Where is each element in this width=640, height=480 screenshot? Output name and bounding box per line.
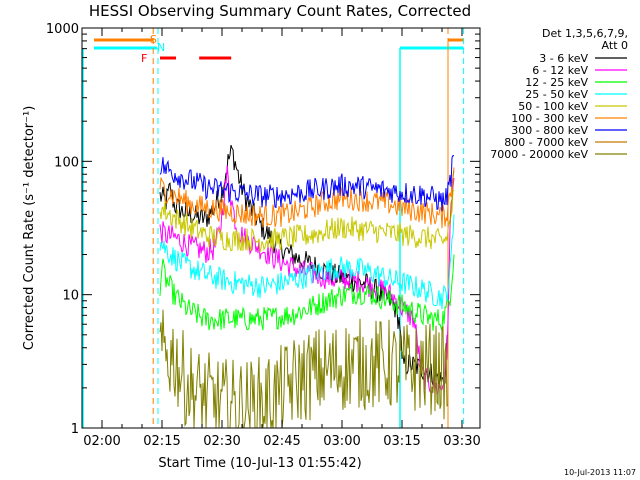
flag-labels: S N F xyxy=(141,33,165,65)
series-line-5 xyxy=(159,188,455,253)
legend-label-4: 25 - 50 keV xyxy=(525,88,588,101)
series-layer xyxy=(159,144,455,429)
legend-label-9: 7000 - 20000 keV xyxy=(490,148,588,161)
legend-label-3: 12 - 25 keV xyxy=(525,76,588,89)
x-tick-label: 03:15 xyxy=(383,434,420,449)
y-axis-label: Corrected Count Rate (s⁻¹ detector⁻¹) xyxy=(22,106,37,351)
series-line-9 xyxy=(159,309,449,429)
x-tick-label: 03:00 xyxy=(323,434,360,449)
y-tick-label: 1000 xyxy=(46,22,79,37)
generation-timestamp: 10-Jul-2013 11:07 xyxy=(564,468,636,477)
x-tick-label: 02:45 xyxy=(263,434,300,449)
x-axis: 02:00 02:15 02:30 02:45 03:00 03:15 03:30 xyxy=(81,28,481,449)
y-tick-label: 10 xyxy=(62,289,79,304)
flare-flag-label: F xyxy=(141,52,147,65)
chart-title: HESSI Observing Summary Count Rates, Cor… xyxy=(89,2,471,20)
legend-label-6: 100 - 300 keV xyxy=(511,112,588,125)
y-tick-label: 100 xyxy=(54,155,79,170)
x-tick-label: 03:30 xyxy=(443,434,480,449)
x-tick-label: 02:30 xyxy=(203,434,240,449)
x-axis-label: Start Time (10-Jul-13 01:55:42) xyxy=(158,456,361,471)
y-axis: 1 10 100 1000 xyxy=(46,22,480,437)
legend-label-5: 50 - 100 keV xyxy=(518,100,588,113)
y-tick-label: 1 xyxy=(71,422,79,437)
series-line-6 xyxy=(159,167,455,229)
legend-header-line1: Det 1,3,5,6,7,9, xyxy=(542,27,628,40)
x-tick-label: 02:00 xyxy=(83,434,120,449)
series-line-4 xyxy=(159,214,455,310)
legend-label-7: 300 - 800 keV xyxy=(511,124,588,137)
night-flag-label: N xyxy=(157,41,165,54)
legend-label-1: 3 - 6 keV xyxy=(539,52,588,65)
series-line-3 xyxy=(159,254,455,331)
plot-frame xyxy=(81,27,481,429)
saa-flag-label: S xyxy=(150,33,157,46)
x-tick-label: 02:15 xyxy=(143,434,180,449)
series-line-7 xyxy=(159,155,455,212)
legend-label-2: 6 - 12 keV xyxy=(532,64,588,77)
series-line-8 xyxy=(449,170,455,225)
legend-label-8: 800 - 7000 keV xyxy=(504,136,588,149)
legend-header-line2: Att 0 xyxy=(602,39,628,52)
